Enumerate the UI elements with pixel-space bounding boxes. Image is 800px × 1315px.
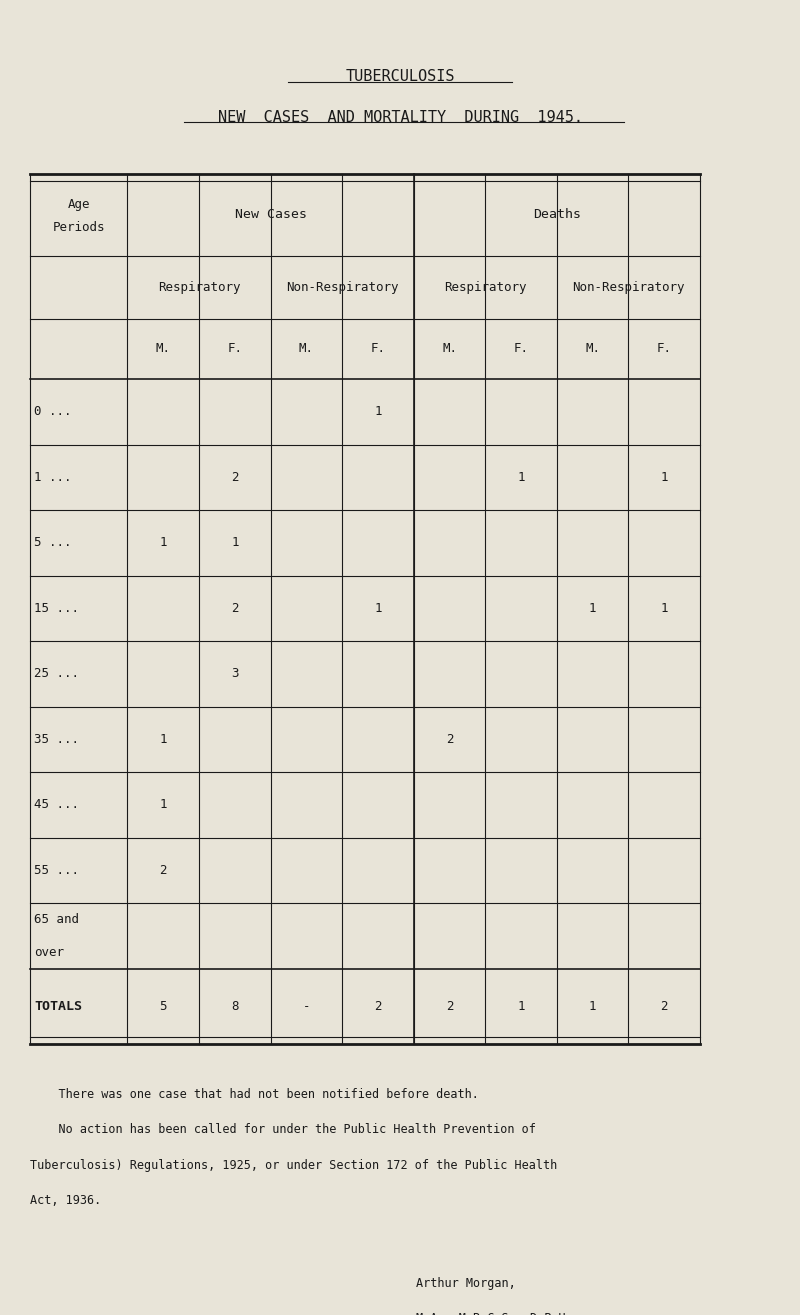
Text: 1: 1 [231,537,238,550]
Text: M.: M. [156,342,170,355]
Text: 65 and: 65 and [34,913,79,926]
Text: Deaths: Deaths [533,208,581,221]
Text: 1: 1 [159,537,167,550]
Text: No action has been called for under the Public Health Prevention of: No action has been called for under the … [30,1123,536,1136]
Text: 5: 5 [159,999,167,1013]
Text: M.: M. [442,342,457,355]
Text: 2: 2 [159,864,167,877]
Text: 1: 1 [518,471,525,484]
Text: TUBERCULOSIS: TUBERCULOSIS [346,70,454,84]
Text: 2: 2 [374,999,382,1013]
Text: 45 ...: 45 ... [34,798,79,811]
Text: There was one case that had not been notified before death.: There was one case that had not been not… [30,1089,479,1101]
Text: 15 ...: 15 ... [34,602,79,615]
Text: 25 ...: 25 ... [34,667,79,680]
Text: 1: 1 [589,999,597,1013]
Text: 1: 1 [374,602,382,615]
Text: M.A., M.R.C.S., D.P.H.: M.A., M.R.C.S., D.P.H. [416,1312,573,1315]
Text: 3: 3 [231,667,238,680]
Text: 8: 8 [231,999,238,1013]
Text: M.: M. [585,342,600,355]
Text: -: - [302,999,310,1013]
Text: 1: 1 [518,999,525,1013]
Text: M.: M. [299,342,314,355]
Text: 55 ...: 55 ... [34,864,79,877]
Text: 2: 2 [446,732,454,746]
Text: Tuberculosis) Regulations, 1925, or under Section 172 of the Public Health: Tuberculosis) Regulations, 1925, or unde… [30,1159,558,1172]
Text: 1: 1 [589,602,597,615]
Text: Arthur Morgan,: Arthur Morgan, [416,1277,516,1290]
Text: 1: 1 [661,471,668,484]
Text: 2: 2 [661,999,668,1013]
Text: 35 ...: 35 ... [34,732,79,746]
Text: 1: 1 [159,798,167,811]
Text: NEW  CASES  AND MORTALITY  DURING  1945.: NEW CASES AND MORTALITY DURING 1945. [218,109,582,125]
Text: Respiratory: Respiratory [158,280,240,293]
Text: 1: 1 [159,732,167,746]
Text: 5 ...: 5 ... [34,537,72,550]
Text: F.: F. [514,342,529,355]
Text: 1: 1 [661,602,668,615]
Text: 1 ...: 1 ... [34,471,72,484]
Text: 2: 2 [231,471,238,484]
Text: Periods: Periods [53,221,105,234]
Text: TOTALS: TOTALS [34,999,82,1013]
Text: 2: 2 [446,999,454,1013]
Text: Respiratory: Respiratory [444,280,526,293]
Text: Act, 1936.: Act, 1936. [30,1194,102,1207]
Text: Non-Respiratory: Non-Respiratory [286,280,398,293]
Text: F.: F. [657,342,672,355]
Text: Non-Respiratory: Non-Respiratory [572,280,685,293]
Text: New Cases: New Cases [234,208,306,221]
Text: 2: 2 [231,602,238,615]
Text: F.: F. [370,342,386,355]
Text: over: over [34,945,64,959]
Text: 0 ...: 0 ... [34,405,72,418]
Text: Age: Age [68,199,90,212]
Text: F.: F. [227,342,242,355]
Text: 1: 1 [374,405,382,418]
